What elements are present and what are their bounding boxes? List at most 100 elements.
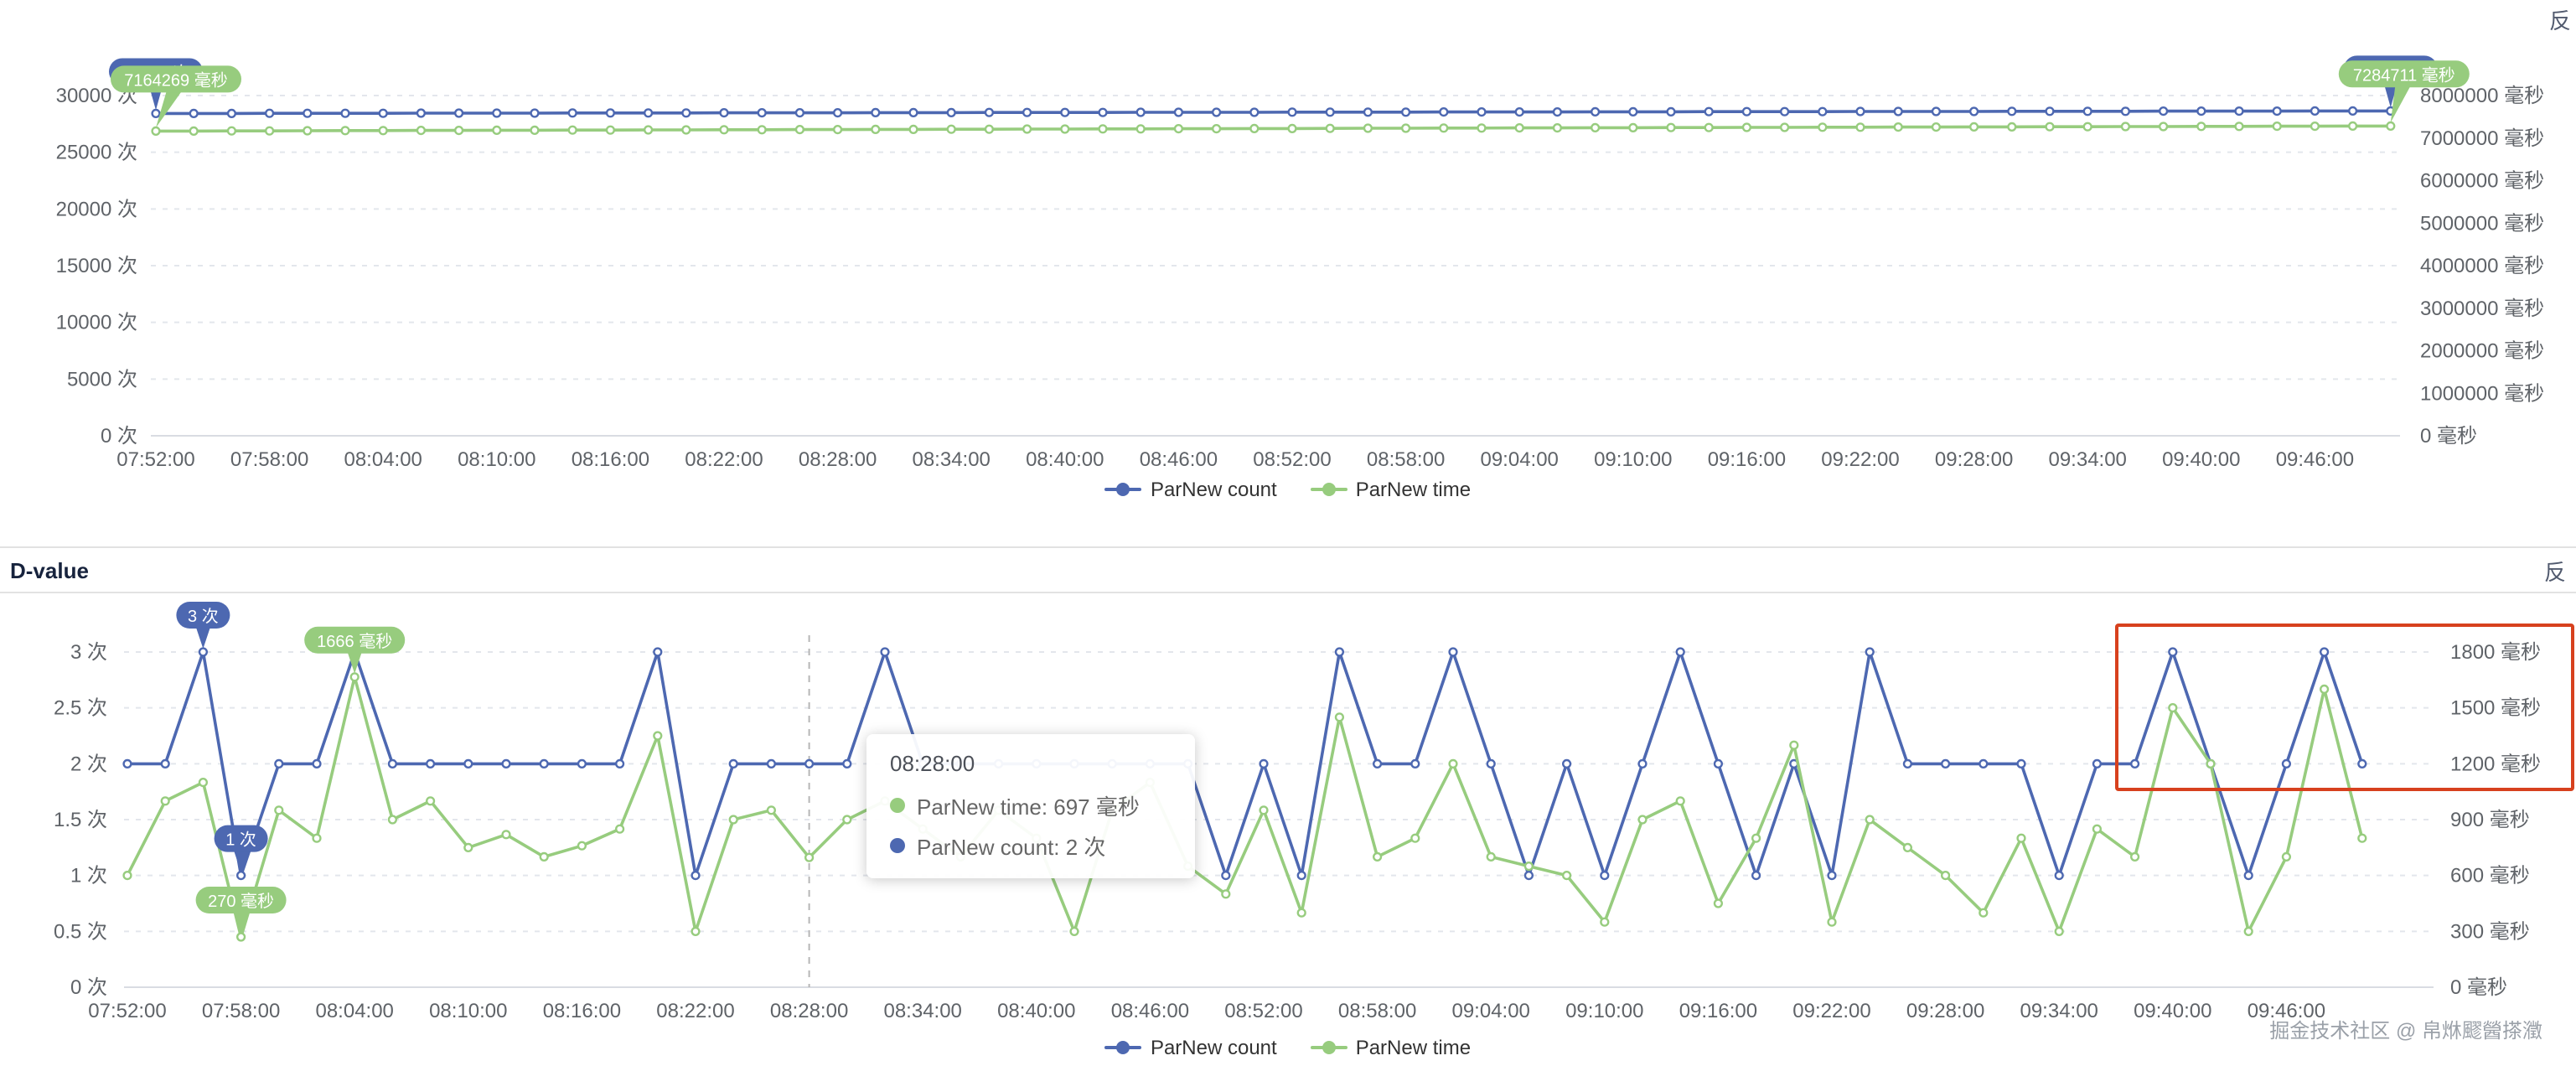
svg-text:09:22:00: 09:22:00 [1792, 1000, 1870, 1022]
svg-text:08:34:00: 08:34:00 [883, 1000, 961, 1022]
svg-text:08:22:00: 08:22:00 [656, 1000, 734, 1022]
svg-text:0 次: 0 次 [101, 425, 137, 448]
svg-text:10000 次: 10000 次 [56, 312, 137, 334]
legend-item-parnew-count[interactable]: ParNew count [1104, 1036, 1277, 1059]
svg-text:1.5 次: 1.5 次 [54, 809, 107, 831]
line-series-icon [1104, 481, 1142, 498]
gridlines [124, 651, 2434, 988]
svg-text:25000 次: 25000 次 [56, 142, 137, 164]
series-line-parnew-count [127, 650, 2364, 877]
series-markers-parnew-time [122, 672, 2367, 942]
series-line-parnew-time [156, 124, 2391, 133]
svg-text:07:58:00: 07:58:00 [202, 1000, 280, 1022]
svg-text:09:04:00: 09:04:00 [1480, 448, 1558, 471]
svg-text:900 毫秒: 900 毫秒 [2450, 809, 2530, 831]
svg-text:08:34:00: 08:34:00 [912, 448, 990, 471]
svg-text:09:28:00: 09:28:00 [1906, 1000, 1984, 1022]
svg-text:08:16:00: 08:16:00 [572, 448, 649, 471]
svg-text:09:40:00: 09:40:00 [2134, 1000, 2211, 1022]
line-series-icon [1310, 481, 1347, 498]
svg-text:09:28:00: 09:28:00 [1935, 448, 2013, 471]
svg-text:08:40:00: 08:40:00 [997, 1000, 1075, 1022]
svg-text:08:46:00: 08:46:00 [1111, 1000, 1189, 1022]
svg-text:4000000 毫秒: 4000000 毫秒 [2420, 255, 2544, 277]
svg-text:1500 毫秒: 1500 毫秒 [2450, 697, 2541, 720]
svg-text:07:58:00: 07:58:00 [230, 448, 308, 471]
svg-text:08:22:00: 08:22:00 [685, 448, 763, 471]
legend-item-parnew-time[interactable]: ParNew time [1310, 478, 1472, 501]
svg-text:08:10:00: 08:10:00 [458, 448, 535, 471]
svg-text:5000 次: 5000 次 [67, 368, 137, 391]
svg-text:7284711 毫秒: 7284711 毫秒 [2353, 65, 2455, 85]
svg-text:8000000 毫秒: 8000000 毫秒 [2420, 85, 2544, 107]
pin-marker: 1 次 [214, 825, 268, 872]
svg-text:08:28:00: 08:28:00 [770, 1000, 848, 1022]
svg-text:0 次: 0 次 [70, 976, 107, 999]
svg-text:5000000 毫秒: 5000000 毫秒 [2420, 212, 2544, 235]
svg-text:3 次: 3 次 [188, 607, 219, 626]
svg-text:08:04:00: 08:04:00 [315, 1000, 393, 1022]
svg-text:3 次: 3 次 [70, 641, 107, 664]
svg-text:07:52:00: 07:52:00 [88, 1000, 166, 1022]
svg-text:1800 毫秒: 1800 毫秒 [2450, 641, 2541, 664]
svg-text:09:46:00: 09:46:00 [2276, 448, 2354, 471]
svg-text:08:04:00: 08:04:00 [344, 448, 422, 471]
svg-text:08:52:00: 08:52:00 [1224, 1000, 1302, 1022]
svg-text:6000000 毫秒: 6000000 毫秒 [2420, 170, 2544, 193]
highlight-annotation [2115, 624, 2574, 791]
svg-text:1666 毫秒: 1666 毫秒 [317, 632, 392, 651]
pin-marker: 7164269 毫秒 [111, 65, 241, 128]
tooltip-row-time: ParNew time: 697 毫秒 [890, 789, 1172, 821]
svg-text:09:34:00: 09:34:00 [2020, 1000, 2098, 1022]
tooltip-row-count: ParNew count: 2 次 [890, 830, 1172, 862]
legend-label: ParNew time [1355, 478, 1472, 501]
svg-text:2.5 次: 2.5 次 [54, 697, 107, 720]
svg-text:09:46:00: 09:46:00 [2248, 1000, 2325, 1022]
gridlines [151, 95, 2400, 437]
line-series-icon [1310, 1039, 1347, 1056]
svg-text:09:16:00: 09:16:00 [1679, 1000, 1757, 1022]
svg-text:0.5 次: 0.5 次 [54, 920, 107, 943]
pin-marker: 270 毫秒 [195, 887, 287, 934]
svg-text:2 次: 2 次 [70, 753, 107, 775]
svg-text:09:04:00: 09:04:00 [1451, 1000, 1529, 1022]
legend-item-parnew-time[interactable]: ParNew time [1310, 1036, 1472, 1059]
tooltip-row-text: ParNew count: 2 次 [917, 835, 1106, 860]
legend-label: ParNew time [1355, 1036, 1472, 1059]
invert-selection-action[interactable]: 反 [2543, 559, 2566, 584]
tooltip-row-text: ParNew time: 697 毫秒 [917, 794, 1140, 820]
series-markers-parnew-time [151, 121, 2396, 137]
legend-label: ParNew count [1150, 1036, 1277, 1059]
svg-text:1 次: 1 次 [225, 831, 256, 850]
pin-marker: 3 次 [176, 602, 230, 649]
svg-text:1200 毫秒: 1200 毫秒 [2450, 753, 2541, 775]
svg-text:09:10:00: 09:10:00 [1594, 448, 1672, 471]
invert-selection-action-top[interactable]: 反 [2548, 8, 2571, 34]
svg-text:08:52:00: 08:52:00 [1253, 448, 1331, 471]
legend-item-parnew-count[interactable]: ParNew count [1104, 478, 1277, 501]
svg-text:15000 次: 15000 次 [56, 255, 137, 277]
svg-text:1 次: 1 次 [70, 865, 107, 887]
d-value-chart[interactable]: 3 次 2.5 次 2 次 1.5 次 1 次 0.5 次 0 次 1800 毫秒 1500 毫… [0, 593, 2576, 1066]
legend-label: ParNew count [1150, 478, 1277, 501]
tooltip-time: 08:28:00 [890, 751, 975, 776]
svg-text:08:16:00: 08:16:00 [543, 1000, 621, 1022]
pin-marker: 1666 毫秒 [304, 626, 406, 674]
svg-text:09:22:00: 09:22:00 [1821, 448, 1899, 471]
series-dot-count [890, 838, 905, 853]
section-header: D-value 反 [0, 546, 2576, 593]
svg-text:0 毫秒: 0 毫秒 [2420, 425, 2477, 448]
axis-labels: 3 次 2.5 次 2 次 1.5 次 1 次 0.5 次 0 次 1800 毫秒 1500 毫… [54, 641, 2541, 1022]
svg-text:3000000 毫秒: 3000000 毫秒 [2420, 298, 2544, 320]
svg-text:08:10:00: 08:10:00 [429, 1000, 507, 1022]
svg-text:20000 次: 20000 次 [56, 198, 137, 220]
svg-text:2000000 毫秒: 2000000 毫秒 [2420, 340, 2544, 363]
series-dot-time [890, 798, 905, 813]
svg-text:0 毫秒: 0 毫秒 [2450, 976, 2507, 999]
svg-text:09:40:00: 09:40:00 [2162, 448, 2240, 471]
svg-text:7000000 毫秒: 7000000 毫秒 [2420, 127, 2544, 150]
pin-marker: 7284711 毫秒 [2338, 60, 2470, 123]
